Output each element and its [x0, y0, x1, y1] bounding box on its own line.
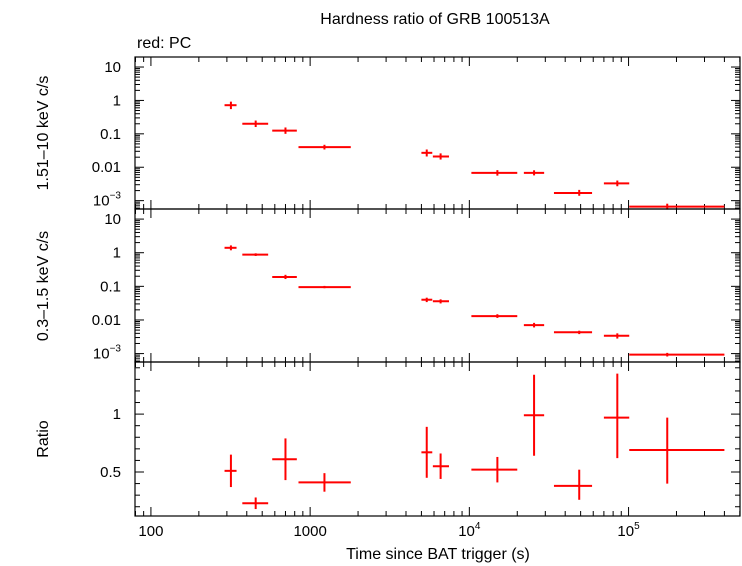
soft-y-tick-label: 1	[113, 245, 121, 262]
soft-y-tick-label: 10−3	[93, 344, 122, 363]
soft-data-point	[523, 322, 545, 328]
ratio-data-point	[421, 426, 433, 478]
soft-data-point	[421, 297, 433, 303]
ratio-y-tick-label: 0.5	[100, 464, 121, 481]
hard-y-tick-label: 10	[104, 59, 121, 76]
soft-y-tick-label: 10	[104, 211, 121, 228]
hard-y-tick-label: 1	[113, 92, 121, 109]
hard-data-point	[272, 127, 297, 134]
soft-data-point	[629, 352, 725, 357]
soft-data-point	[272, 274, 297, 280]
ratio-data-point	[553, 469, 593, 500]
ratio-data-point	[629, 417, 725, 484]
soft-data-point	[471, 314, 518, 318]
ratio-panel-frame	[134, 361, 741, 517]
soft-data-point	[553, 330, 593, 335]
ratio-y-tick-label: 1	[113, 406, 121, 423]
x-tick-label: 1000	[293, 523, 326, 540]
soft-y-tick-label: 0.01	[92, 312, 121, 329]
chart-title: Hardness ratio of GRB 100513A	[320, 11, 550, 28]
soft-data-point	[298, 285, 351, 289]
ratio-data-point	[603, 373, 630, 459]
hard-data-point	[242, 120, 269, 128]
hard-data-point	[471, 170, 518, 176]
hard-data-point	[523, 170, 545, 176]
soft-data-point	[224, 245, 237, 251]
hard-y-axis-title: 1.51–10 keV c/s	[35, 76, 52, 191]
plot-area: 10 1 0.1 0.01 10−3 1.51–10 keV c/s 10 1 0.1 0.01 1…	[35, 56, 741, 540]
pc-annotation: red: PC	[137, 35, 191, 52]
ratio-data-point	[272, 438, 297, 481]
ratio-data-point	[432, 453, 449, 479]
soft-data-point	[603, 333, 630, 339]
hard-data-point	[224, 101, 237, 110]
ratio-data-point	[298, 473, 351, 492]
hard-y-tick-label: 0.01	[92, 159, 121, 176]
hard-data-point	[553, 189, 593, 196]
hard-y-tick-label: 10−3	[93, 191, 122, 210]
ratio-data-point	[523, 374, 545, 456]
soft-data-point	[432, 299, 449, 304]
hard-data-point	[421, 149, 433, 157]
hard-data-point	[603, 180, 630, 187]
x-tick-label: 100	[138, 523, 163, 540]
ratio-y-axis-title: Ratio	[35, 420, 52, 457]
ratio-data-point	[224, 454, 237, 488]
hard-y-tick-label: 0.1	[100, 126, 121, 143]
soft-panel-frame	[134, 208, 741, 363]
soft-y-axis-title: 0.3–1.5 keV c/s	[35, 231, 52, 341]
x-tick-label: 105	[617, 521, 640, 540]
x-tick-label: 104	[458, 521, 481, 540]
hard-data-point	[298, 144, 351, 150]
ratio-data-point	[242, 497, 269, 510]
soft-y-tick-label: 0.1	[100, 278, 121, 295]
hard-data-point	[432, 153, 449, 160]
x-axis-title: Time since BAT trigger (s)	[346, 546, 530, 563]
ratio-data-point	[471, 456, 518, 483]
hard-panel-frame	[134, 56, 741, 210]
soft-data-point	[242, 253, 269, 256]
